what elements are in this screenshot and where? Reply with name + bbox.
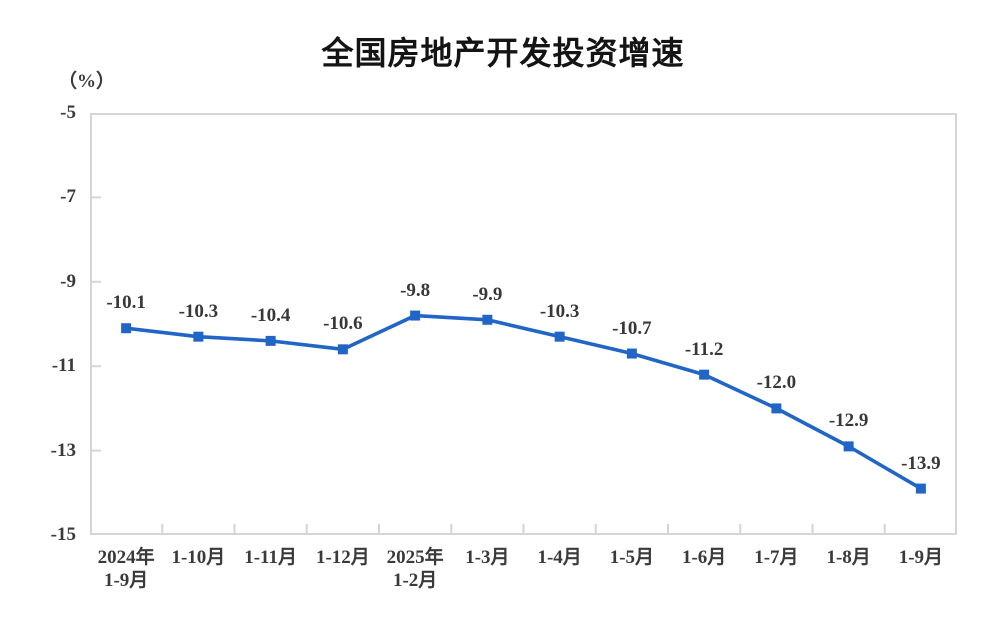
y-axis-tick-label: -13 [50, 439, 76, 461]
data-point-label: -10.1 [106, 292, 146, 314]
data-point-label: -12.9 [828, 410, 869, 432]
y-axis-unit-label: （%） [58, 71, 116, 92]
data-point-label: -9.9 [472, 283, 503, 305]
x-axis-category-label: 1-8月 [826, 547, 871, 568]
x-axis-category-label: 2024年 1-9月 [97, 547, 155, 591]
chart-title: 全国房地产开发投资增速 [321, 35, 685, 71]
x-axis-category-label: 1-6月 [681, 547, 727, 568]
plot-area [90, 113, 957, 535]
y-axis-tick-label: -15 [50, 524, 76, 545]
data-point-label: -10.4 [250, 304, 291, 326]
data-point-label: -10.7 [612, 317, 652, 339]
x-axis-category-label: 1-5月 [609, 547, 655, 568]
x-axis-category-label: 2025年 1-2月 [386, 547, 444, 591]
data-point-label: -9.8 [400, 279, 431, 301]
y-axis-tick-label: -7 [60, 186, 76, 208]
data-point-label: -13.9 [901, 452, 941, 474]
data-point-label: -12.0 [756, 372, 797, 394]
x-axis-category-label: 1-11月 [244, 547, 298, 568]
x-axis-category-label: 1-7月 [754, 547, 799, 568]
x-axis-category-label: 1-9月 [898, 547, 944, 568]
x-axis-category-label: 1-12月 [315, 547, 370, 568]
x-axis-category-label: 1-4月 [537, 547, 582, 568]
data-point-label: -10.3 [539, 300, 580, 322]
x-axis-category-label: 1-10月 [171, 547, 226, 568]
y-axis-tick-label: -11 [51, 355, 76, 377]
data-point-label: -10.3 [178, 300, 219, 322]
data-point-label: -11.2 [684, 338, 724, 360]
y-axis-tick-label: -9 [60, 270, 76, 292]
x-axis-category-label: 1-3月 [465, 547, 510, 568]
data-point-label: -10.6 [323, 313, 363, 335]
y-axis-tick-label: -5 [60, 102, 76, 123]
